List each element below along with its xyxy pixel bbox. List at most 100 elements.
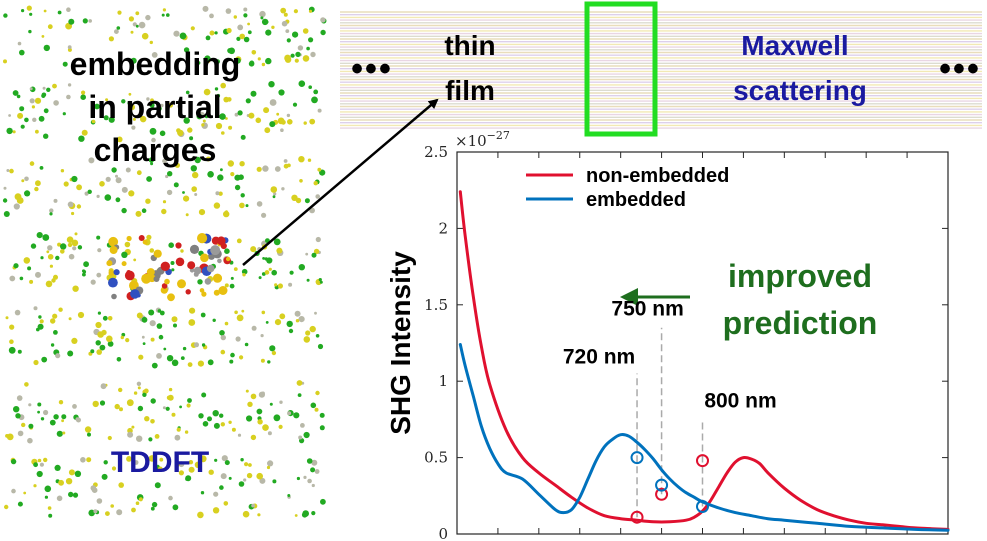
- tddft-label: TDDFT: [111, 446, 209, 479]
- crystal-atom: [247, 401, 253, 407]
- crystal-atom: [305, 330, 311, 336]
- crystal-atom: [268, 81, 275, 88]
- crystal-atom: [126, 399, 134, 407]
- crystal-atom: [105, 176, 111, 182]
- crystal-atom: [71, 239, 79, 247]
- crystal-atom: [238, 481, 245, 487]
- crystal-atom: [33, 359, 39, 366]
- crystal-atom: [116, 509, 123, 516]
- crystal-atom: [264, 127, 271, 134]
- molecule-atom: [225, 256, 231, 262]
- embedding-label-line-2: in partial: [88, 89, 221, 125]
- crystal-atom: [141, 316, 148, 323]
- crystal-atom: [97, 331, 104, 338]
- crystal-atom: [141, 335, 145, 339]
- crystal-atom: [314, 407, 319, 412]
- crystal-atom: [202, 421, 209, 427]
- crystal-atom: [97, 248, 102, 253]
- crystal-atom: [41, 356, 48, 363]
- crystal-atom: [116, 357, 122, 362]
- crystal-atom: [40, 417, 45, 421]
- crystal-atom: [94, 103, 100, 110]
- label-720nm: 720 nm: [563, 346, 635, 369]
- crystal-atom: [243, 478, 247, 482]
- y-axis-label: SHG Intensity: [385, 251, 416, 435]
- crystal-atom: [120, 335, 125, 340]
- crystal-atom: [130, 30, 134, 34]
- molecule-atom: [175, 257, 185, 267]
- crystal-atom: [128, 16, 134, 22]
- crystal-atom: [298, 156, 305, 163]
- crystal-atom: [151, 137, 156, 143]
- crystal-atom: [34, 97, 42, 104]
- crystal-atom: [44, 495, 49, 499]
- y-tick-label: 1: [438, 372, 448, 390]
- crystal-atom: [237, 24, 244, 31]
- crystal-atom: [107, 341, 114, 347]
- crystal-atom: [237, 433, 242, 437]
- crystal-atom: [9, 275, 16, 282]
- crystal-atom: [133, 391, 138, 395]
- crystal-atom: [136, 435, 143, 442]
- crystal-atom: [179, 32, 187, 40]
- crystal-atom: [233, 15, 237, 19]
- crystal-atom: [250, 434, 257, 441]
- crystal-atom: [261, 272, 266, 276]
- crystal-atom: [196, 61, 201, 65]
- crystal-atom: [236, 238, 242, 244]
- crystal-atom: [60, 243, 67, 250]
- series-group: [458, 190, 950, 532]
- crystal-atom: [149, 40, 153, 45]
- crystal-atom: [288, 328, 294, 334]
- crystal-atom: [306, 278, 310, 282]
- molecule-atom: [113, 269, 120, 276]
- crystal-atom: [194, 461, 202, 468]
- label-750nm: 750 nm: [611, 298, 683, 321]
- crystal-atom: [178, 470, 184, 476]
- crystal-atom: [294, 58, 299, 63]
- crystal-atom: [191, 186, 197, 192]
- crystal-atom: [202, 119, 206, 123]
- crystal-atom: [295, 51, 301, 58]
- crystal-atom: [271, 350, 277, 356]
- crystal-atom: [83, 261, 89, 268]
- crystal-atom: [234, 57, 241, 64]
- crystal-atom: [58, 400, 64, 405]
- crystal-atom: [35, 271, 41, 278]
- crystal-atom: [36, 470, 43, 478]
- crystal-atom: [96, 272, 102, 278]
- crystal-atom: [84, 426, 92, 433]
- crystal-atom: [219, 330, 225, 336]
- crystal-atom: [91, 119, 96, 124]
- crystal-atom: [119, 407, 123, 412]
- crystal-atom: [68, 253, 75, 260]
- crystal-atom: [107, 316, 113, 321]
- crystal-atom: [178, 461, 185, 468]
- crystal-atom: [277, 283, 283, 289]
- crystal-atom: [183, 117, 190, 124]
- crystal-atom: [40, 256, 44, 260]
- crystal-atom: [48, 513, 53, 518]
- crystal-atom: [280, 128, 284, 132]
- crystal-atom: [60, 249, 65, 254]
- crystal-atom: [148, 437, 153, 442]
- plot-area: [456, 151, 949, 535]
- crystal-atom: [226, 27, 232, 34]
- crystal-atom: [256, 472, 264, 480]
- crystal-atom: [227, 97, 232, 102]
- crystal-atom: [190, 165, 197, 172]
- crystal-atom: [159, 457, 164, 462]
- crystal-atom: [13, 406, 20, 413]
- crystal-atom: [204, 55, 211, 62]
- crystal-atom: [239, 202, 245, 209]
- crystal-atom: [23, 257, 31, 264]
- crystal-atom: [127, 100, 132, 106]
- crystal-atom: [256, 201, 263, 207]
- crystal-atom: [39, 462, 45, 467]
- crystal-atom: [194, 342, 199, 348]
- y-tick-label: 1.5: [424, 296, 448, 314]
- crystal-atom: [288, 282, 293, 287]
- maxwell-label-line-1: Maxwell: [741, 30, 848, 61]
- marker-non-embedded: [655, 487, 669, 501]
- crystal-atom: [137, 405, 144, 412]
